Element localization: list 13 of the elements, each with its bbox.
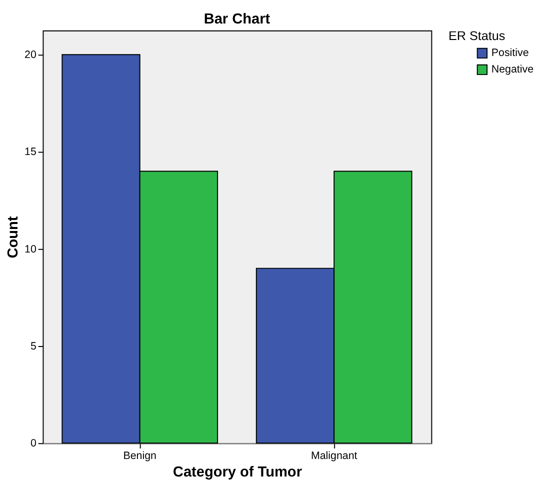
y-tick-label: 5 bbox=[30, 340, 36, 352]
y-axis-title: Count bbox=[6, 216, 22, 258]
y-tick-label: 15 bbox=[24, 146, 36, 158]
y-tick-label: 10 bbox=[24, 243, 36, 256]
y-tick-label: 0 bbox=[30, 438, 36, 450]
legend-label: Negative bbox=[491, 64, 534, 76]
chart-title: Bar Chart bbox=[204, 12, 270, 28]
legend-title: ER Status bbox=[448, 29, 506, 44]
x-tick-label: Malignant bbox=[310, 450, 358, 462]
legend-label: Positive bbox=[491, 47, 529, 60]
x-tick-label: Benign bbox=[123, 450, 157, 462]
y-tick-label: 20 bbox=[24, 49, 36, 62]
x-axis-title: Category of Tumor bbox=[172, 464, 302, 481]
